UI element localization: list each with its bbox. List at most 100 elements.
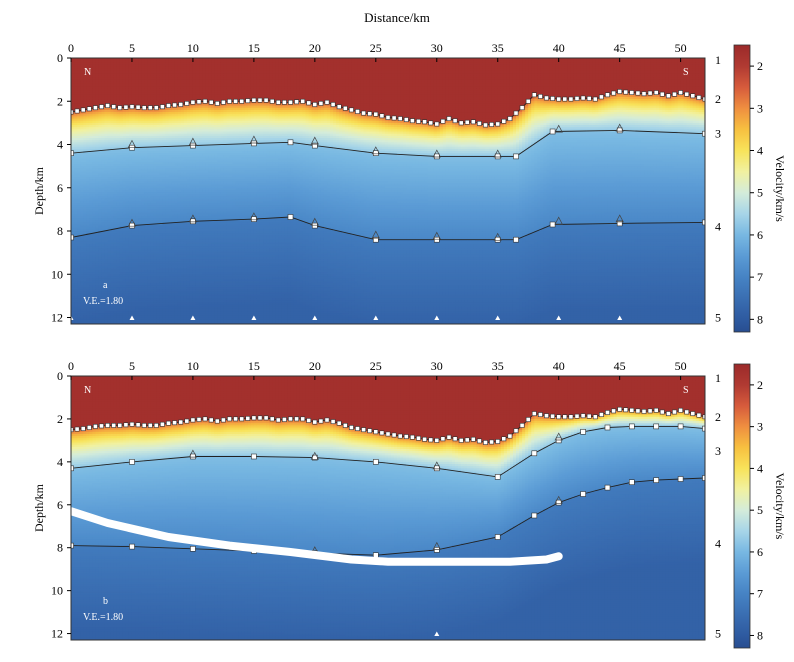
ray-point xyxy=(519,422,525,428)
ray-point xyxy=(592,96,598,102)
ray-point xyxy=(178,419,184,425)
station-triangle xyxy=(373,315,379,320)
ray-point xyxy=(531,411,537,416)
ray-point xyxy=(458,437,464,443)
station-triangle xyxy=(434,631,440,636)
ray-point xyxy=(391,115,397,121)
ray-point xyxy=(525,417,531,422)
ray-point xyxy=(385,431,391,437)
ray-point xyxy=(135,104,141,110)
ray-point xyxy=(74,108,80,114)
corner-label-s: S xyxy=(683,67,689,78)
ray-point xyxy=(275,99,281,105)
ray-point xyxy=(690,411,696,416)
y-tick-label: 6 xyxy=(57,181,63,195)
ray-point xyxy=(281,99,287,105)
station-triangle xyxy=(615,123,624,132)
station-triangle xyxy=(493,149,502,158)
ray-point xyxy=(99,423,104,429)
x-tick-label: 40 xyxy=(553,41,565,55)
ray-point xyxy=(416,118,421,124)
colorbar-gradient xyxy=(733,363,751,649)
ray-point xyxy=(580,491,586,497)
ray-point xyxy=(483,122,488,128)
ray-point xyxy=(111,422,117,428)
ray-point xyxy=(263,97,269,103)
ray-point xyxy=(416,435,421,441)
ray-point xyxy=(476,121,482,126)
ray-point xyxy=(153,105,159,111)
interface-line-3 xyxy=(71,477,705,556)
ray-point xyxy=(318,418,324,424)
y-tick-label: 6 xyxy=(57,498,63,512)
station-triangle xyxy=(554,216,563,225)
ray-point xyxy=(233,416,238,422)
ray-point xyxy=(641,91,647,97)
station-triangle xyxy=(554,495,563,504)
ray-point xyxy=(702,96,705,102)
ray-point xyxy=(288,99,293,105)
ray-point xyxy=(287,139,294,146)
ray-point xyxy=(605,92,610,98)
ray-point xyxy=(544,95,549,101)
y-tick-label: 2 xyxy=(57,94,63,108)
ray-point xyxy=(628,423,635,430)
ray-point xyxy=(531,512,538,519)
ray-point xyxy=(513,428,519,434)
ray-point xyxy=(123,422,129,428)
layer-number: 2 xyxy=(715,410,721,424)
ray-point xyxy=(129,421,135,427)
ray-point xyxy=(684,409,690,415)
ray-point xyxy=(269,98,275,104)
x-tick-label: 25 xyxy=(370,41,382,55)
ray-point xyxy=(379,113,385,119)
ray-point xyxy=(184,418,190,424)
ray-point xyxy=(239,98,245,104)
x-tick-label: 45 xyxy=(614,359,626,373)
x-tick-label: 30 xyxy=(431,41,443,55)
velocity-field xyxy=(71,58,705,324)
ray-point xyxy=(470,436,476,442)
ray-point xyxy=(672,409,677,415)
ray-point xyxy=(452,118,458,124)
ray-point xyxy=(617,89,623,94)
x-tick-label: 30 xyxy=(431,359,443,373)
ray-point xyxy=(324,99,330,105)
station-triangle xyxy=(188,449,198,458)
ray-point xyxy=(678,90,683,95)
ray-point xyxy=(446,434,452,440)
y-tick-label: 8 xyxy=(57,224,63,238)
x-tick-label: 15 xyxy=(248,41,260,55)
y-tick-label: 0 xyxy=(57,51,63,65)
layer-number: 1 xyxy=(715,371,721,385)
ray-point xyxy=(653,407,659,413)
ray-point xyxy=(129,543,135,550)
colorbar-tick-label: 2 xyxy=(757,59,763,73)
ray-point xyxy=(628,479,635,486)
ray-point xyxy=(184,101,190,106)
ray-point xyxy=(550,413,555,419)
y-tick-label: 4 xyxy=(57,455,63,469)
station-triangle xyxy=(127,218,137,227)
x-tick-label: 25 xyxy=(370,359,382,373)
ray-point xyxy=(635,90,641,96)
ray-point xyxy=(227,416,232,422)
ray-point xyxy=(495,121,501,127)
x-tick-label: 50 xyxy=(675,41,687,55)
ray-point xyxy=(690,93,696,99)
ray-point xyxy=(86,425,92,430)
ve-text: V.E.=1.80 xyxy=(83,296,123,307)
ray-point xyxy=(434,121,440,127)
ray-point xyxy=(629,407,635,413)
colorbar-tick-label: 2 xyxy=(757,378,763,392)
layer-number: 4 xyxy=(715,220,721,234)
ray-point xyxy=(440,436,446,442)
ray-point xyxy=(71,542,74,549)
ray-point xyxy=(166,103,171,108)
ray-point xyxy=(616,220,623,227)
ray-point xyxy=(172,102,177,108)
x-tick-label: 5 xyxy=(129,359,135,373)
y-tick-label: 10 xyxy=(51,267,63,281)
ray-point xyxy=(129,459,135,465)
